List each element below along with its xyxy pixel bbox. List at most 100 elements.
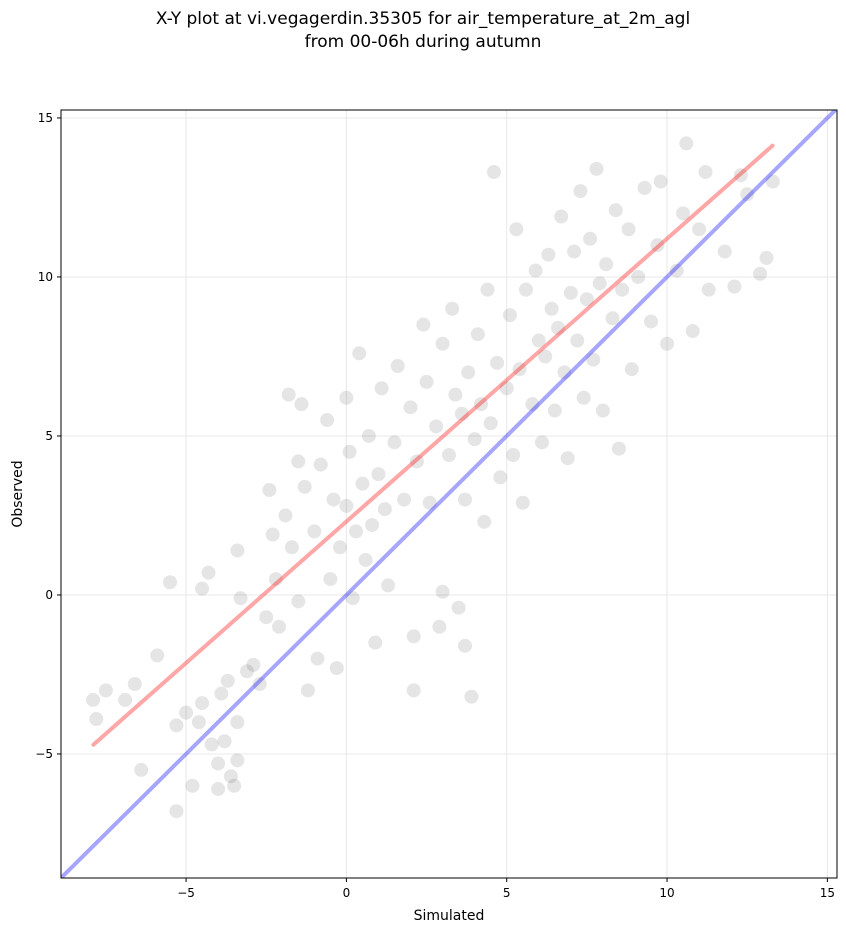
x-tick-label: 15 bbox=[820, 886, 835, 900]
point bbox=[592, 276, 607, 291]
point bbox=[371, 467, 386, 482]
point bbox=[342, 444, 357, 459]
point bbox=[531, 333, 546, 348]
point bbox=[409, 454, 424, 469]
point bbox=[201, 565, 216, 580]
point bbox=[599, 257, 614, 272]
point bbox=[307, 524, 322, 539]
point bbox=[134, 762, 149, 777]
point bbox=[595, 403, 610, 418]
point bbox=[349, 524, 364, 539]
point bbox=[442, 448, 456, 463]
point bbox=[765, 174, 780, 189]
point bbox=[445, 301, 460, 316]
point bbox=[470, 327, 485, 342]
point bbox=[377, 502, 392, 517]
point bbox=[127, 677, 142, 692]
point bbox=[557, 365, 572, 380]
point bbox=[169, 718, 184, 733]
point bbox=[239, 664, 254, 679]
point bbox=[326, 492, 341, 507]
point bbox=[733, 168, 748, 183]
point bbox=[554, 209, 569, 224]
point bbox=[551, 320, 566, 335]
point bbox=[272, 619, 287, 634]
point bbox=[753, 266, 768, 281]
point bbox=[458, 492, 473, 507]
point bbox=[493, 470, 508, 485]
point bbox=[518, 282, 533, 297]
point bbox=[233, 591, 248, 606]
point bbox=[560, 451, 575, 466]
chart-title: X-Y plot at vi.vegagerdin.35305 for air_… bbox=[156, 9, 690, 29]
point bbox=[252, 677, 267, 692]
point bbox=[374, 381, 389, 396]
point bbox=[451, 600, 466, 615]
point bbox=[416, 317, 431, 332]
point bbox=[297, 479, 312, 494]
point bbox=[660, 336, 675, 351]
point bbox=[717, 244, 732, 259]
point bbox=[541, 247, 556, 262]
point bbox=[467, 432, 482, 447]
plot-area bbox=[61, 110, 837, 878]
point bbox=[268, 572, 283, 587]
point bbox=[650, 238, 665, 253]
point bbox=[246, 657, 261, 672]
y-tick-label: 5 bbox=[45, 429, 53, 443]
point bbox=[502, 308, 517, 323]
point bbox=[211, 756, 226, 771]
point bbox=[419, 374, 434, 389]
point bbox=[89, 711, 104, 726]
point bbox=[230, 753, 245, 768]
point bbox=[323, 572, 338, 587]
chart-title: from 00-06h during autumn bbox=[305, 32, 542, 52]
point bbox=[195, 696, 210, 711]
y-axis-label: Observed bbox=[10, 460, 26, 527]
point bbox=[291, 594, 306, 609]
fit-line bbox=[61, 110, 837, 878]
fit-line bbox=[91, 143, 775, 747]
x-tick-label: 5 bbox=[503, 886, 511, 900]
point bbox=[486, 165, 501, 180]
point bbox=[435, 584, 450, 599]
point bbox=[284, 540, 299, 555]
point bbox=[458, 638, 473, 653]
point bbox=[637, 180, 652, 195]
point bbox=[204, 737, 219, 752]
point bbox=[701, 282, 716, 297]
point bbox=[265, 527, 280, 542]
point bbox=[98, 683, 113, 698]
point bbox=[361, 428, 376, 443]
point bbox=[214, 686, 229, 701]
point bbox=[422, 495, 437, 510]
point bbox=[573, 184, 588, 199]
point bbox=[320, 413, 335, 428]
point bbox=[525, 397, 540, 412]
point bbox=[223, 769, 238, 784]
point bbox=[586, 352, 601, 367]
point bbox=[499, 381, 514, 396]
point bbox=[339, 390, 354, 405]
point bbox=[211, 781, 226, 796]
point bbox=[365, 518, 380, 533]
point bbox=[605, 311, 620, 326]
point bbox=[454, 406, 469, 421]
point bbox=[461, 365, 476, 380]
point bbox=[217, 734, 232, 749]
point bbox=[432, 619, 447, 634]
point bbox=[608, 203, 623, 218]
point bbox=[644, 314, 659, 329]
point bbox=[679, 136, 694, 151]
point bbox=[579, 292, 594, 307]
point bbox=[163, 575, 178, 590]
point bbox=[653, 174, 668, 189]
point bbox=[615, 282, 630, 297]
point bbox=[313, 457, 328, 472]
y-tick-label: 10 bbox=[38, 270, 53, 284]
x-axis-label: Simulated bbox=[414, 908, 485, 924]
point bbox=[278, 508, 293, 523]
point bbox=[352, 346, 367, 361]
point bbox=[86, 692, 101, 707]
